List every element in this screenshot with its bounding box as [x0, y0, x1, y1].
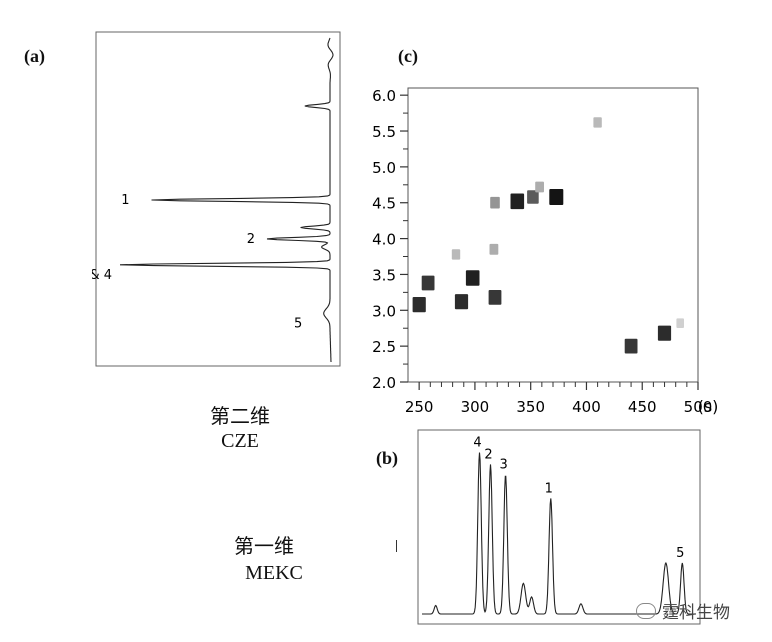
panel-b-peak-label: 5 [676, 546, 684, 561]
panel-c-y-tick-label: 4.5 [372, 195, 396, 213]
panel-c-frame [407, 87, 699, 383]
panel-a-label: (a) [24, 46, 45, 66]
panel-b-peak-label: 4 [473, 436, 481, 451]
panel-b-peak-label: 1 [545, 481, 553, 496]
panel-c-spot [549, 189, 564, 205]
panel-c-label: (c) [398, 46, 418, 66]
watermark-text: 霆科生物 [662, 603, 730, 623]
first-dimension-label: 第一维 [234, 536, 294, 558]
panel-c-spot [451, 249, 461, 260]
second-dimension-method: CZE [221, 430, 259, 452]
panel-c-y-tick-label: 4.0 [372, 231, 396, 249]
panel-c-y-tick-label: 5.5 [372, 123, 396, 141]
panel-b-label: (b) [376, 448, 398, 468]
panel-c-x-tick-label: 300 [461, 398, 490, 416]
first-dimension-method: MEKC [245, 562, 303, 584]
panel-c-spot [510, 193, 525, 210]
panel-c-spot [490, 196, 500, 209]
panel-c-x-tick-label: 500 [684, 398, 713, 416]
panel-b-peak-label: 2 [484, 447, 492, 462]
panel-c-y-tick-label: 6.0 [372, 87, 396, 105]
panel-c-spot [527, 190, 539, 204]
panel-c-chart: 2.0 2.5 3.0 3.5 4.0 4.5 5.0 5.5 6.0 250 300 350 400… [372, 87, 719, 416]
panel-c-spot [624, 338, 638, 354]
panel-c-y-tick-label: 2.0 [372, 374, 396, 392]
panel-c-x-tick-label: 350 [516, 398, 545, 416]
panel-c-spot [535, 181, 544, 193]
panel-c-spot [412, 297, 426, 313]
panel-c-y-tick-label: 2.5 [372, 338, 396, 356]
panel-c-y-tick-label: 5.0 [372, 159, 396, 177]
panel-b-peak-label: 3 [499, 458, 507, 473]
watermark: 霆科生物 [636, 598, 730, 623]
panel-b-trace [422, 452, 696, 615]
panel-b-marker [396, 540, 397, 552]
panel-a-peak-label: 2 [247, 232, 255, 247]
panel-c-x-tick-label: 450 [628, 398, 657, 416]
panel-c-y-tick-label: 3.5 [372, 266, 396, 284]
panel-c-spot [489, 243, 499, 255]
wechat-icon [636, 602, 656, 619]
panel-c-spot [454, 294, 469, 310]
panel-a-frame [95, 31, 341, 367]
panel-a-peak-label: 1 [121, 193, 129, 208]
panel-a-trace [119, 37, 334, 362]
panel-c-spot [421, 275, 435, 291]
panel-c-x-unit: (s) [698, 397, 719, 416]
panel-c-x-tick-label: 250 [405, 398, 434, 416]
panel-c-spot [593, 117, 602, 128]
panel-c-spot [465, 270, 480, 286]
second-dimension-label: 第二维 [210, 406, 270, 428]
panel-b-frame [417, 429, 701, 625]
panel-c-y-tick-label: 3.0 [372, 302, 396, 320]
panel-c-spot [676, 318, 684, 328]
panel-c-spot [488, 290, 502, 305]
panel-a-peak-label: 5 [294, 316, 302, 331]
panel-a-peak-label: 3 & 4 [92, 268, 112, 283]
panel-c-spot [657, 325, 672, 341]
panel-c-x-tick-label: 400 [572, 398, 601, 416]
panel-a-chart: 1 2 3 & 4 5 [92, 31, 341, 367]
